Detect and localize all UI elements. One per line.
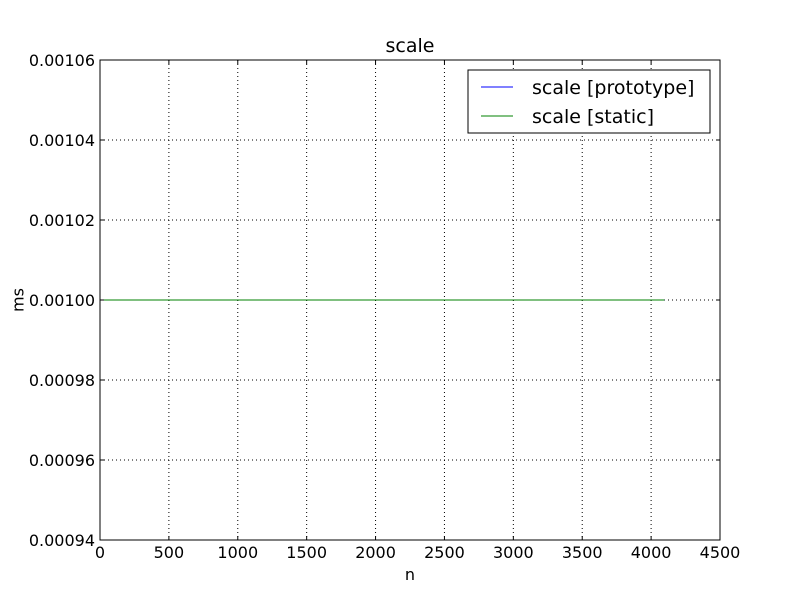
x-tick-label: 500 bbox=[154, 543, 185, 562]
legend-label-static: scale [static] bbox=[532, 106, 654, 128]
y-tick-label: 0.00098 bbox=[29, 371, 95, 390]
x-tick-label: 1000 bbox=[217, 543, 258, 562]
chart-title: scale bbox=[386, 35, 435, 57]
y-tick-label: 0.00102 bbox=[29, 211, 95, 230]
x-tick-label: 4500 bbox=[700, 543, 741, 562]
x-tick-label: 3000 bbox=[493, 543, 534, 562]
y-tick-label: 0.00096 bbox=[29, 451, 95, 470]
x-tick-label: 1500 bbox=[286, 543, 327, 562]
y-axis-label: ms bbox=[9, 288, 28, 312]
legend-label-prototype: scale [prototype] bbox=[532, 77, 694, 99]
y-tick-labels: 0.00094 0.00096 0.00098 0.00100 0.00102 0.001… bbox=[29, 51, 95, 550]
x-tick-label: 3500 bbox=[562, 543, 603, 562]
ticks bbox=[99, 59, 721, 541]
x-tick-label: 2500 bbox=[424, 543, 465, 562]
x-axis-label: n bbox=[405, 565, 415, 584]
legend: scale [prototype] scale [static] bbox=[467, 69, 711, 134]
x-tick-label: 2000 bbox=[355, 543, 396, 562]
y-tick-label: 0.00106 bbox=[29, 51, 95, 70]
x-tick-label: 4000 bbox=[631, 543, 672, 562]
x-tick-labels: 0 500 1000 1500 2000 2500 3000 3500 4000 4500 bbox=[95, 543, 740, 562]
y-tick-label: 0.00100 bbox=[29, 291, 95, 310]
y-tick-label: 0.00094 bbox=[29, 531, 95, 550]
x-tick-label: 0 bbox=[95, 543, 105, 562]
y-tick-label: 0.00104 bbox=[29, 131, 95, 150]
legend-box bbox=[467, 69, 711, 134]
